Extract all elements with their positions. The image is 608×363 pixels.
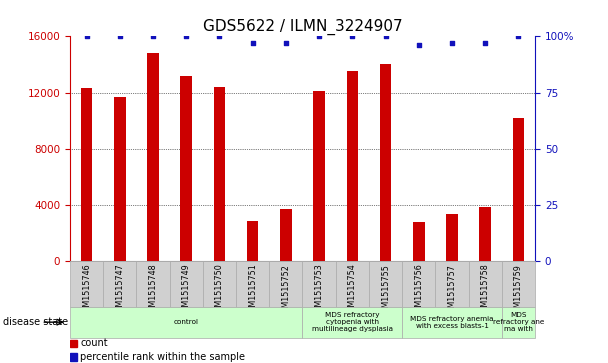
- Point: [181, 33, 191, 39]
- FancyBboxPatch shape: [203, 261, 236, 307]
- Point: [447, 40, 457, 46]
- FancyBboxPatch shape: [502, 261, 535, 307]
- FancyBboxPatch shape: [136, 261, 170, 307]
- Text: GSM1515748: GSM1515748: [148, 264, 157, 317]
- Bar: [479, 207, 491, 261]
- Text: MDS refractory anemia
with excess blasts-1: MDS refractory anemia with excess blasts…: [410, 316, 494, 329]
- Bar: [70, 340, 77, 347]
- Text: disease state: disease state: [3, 317, 68, 327]
- Text: GSM1515757: GSM1515757: [447, 264, 457, 318]
- Text: GSM1515751: GSM1515751: [248, 264, 257, 317]
- Bar: [380, 65, 392, 261]
- FancyBboxPatch shape: [70, 261, 103, 307]
- Bar: [280, 209, 292, 261]
- FancyBboxPatch shape: [269, 261, 302, 307]
- Text: GSM1515758: GSM1515758: [481, 264, 489, 317]
- Text: MDS refractory
cytopenia with
multilineage dysplasia: MDS refractory cytopenia with multilinea…: [312, 312, 393, 332]
- Text: GSM1515753: GSM1515753: [314, 264, 323, 317]
- Point: [480, 40, 490, 46]
- Text: MDS
refractory ane
ma with: MDS refractory ane ma with: [492, 312, 544, 332]
- Point: [347, 33, 357, 39]
- Point: [148, 33, 158, 39]
- FancyBboxPatch shape: [302, 307, 402, 338]
- Point: [514, 33, 523, 39]
- FancyBboxPatch shape: [502, 307, 535, 338]
- Title: GDS5622 / ILMN_3224907: GDS5622 / ILMN_3224907: [202, 19, 402, 35]
- Text: GSM1515749: GSM1515749: [182, 264, 191, 317]
- Bar: [247, 221, 258, 261]
- Text: control: control: [174, 319, 199, 325]
- Text: GSM1515756: GSM1515756: [414, 264, 423, 317]
- Bar: [181, 76, 192, 261]
- Text: percentile rank within the sample: percentile rank within the sample: [80, 352, 246, 362]
- Point: [215, 33, 224, 39]
- Point: [314, 33, 324, 39]
- FancyBboxPatch shape: [236, 261, 269, 307]
- FancyBboxPatch shape: [402, 307, 502, 338]
- Bar: [347, 72, 358, 261]
- Text: GSM1515755: GSM1515755: [381, 264, 390, 318]
- Text: count: count: [80, 338, 108, 348]
- Bar: [513, 118, 524, 261]
- Text: GSM1515752: GSM1515752: [282, 264, 291, 318]
- Bar: [147, 53, 159, 261]
- Bar: [213, 87, 225, 261]
- Point: [414, 42, 424, 48]
- FancyBboxPatch shape: [336, 261, 369, 307]
- Point: [248, 40, 258, 46]
- FancyBboxPatch shape: [170, 261, 203, 307]
- FancyBboxPatch shape: [369, 261, 402, 307]
- FancyBboxPatch shape: [302, 261, 336, 307]
- Point: [81, 33, 91, 39]
- Text: GSM1515759: GSM1515759: [514, 264, 523, 318]
- Bar: [446, 213, 458, 261]
- Text: GSM1515747: GSM1515747: [116, 264, 124, 317]
- FancyBboxPatch shape: [103, 261, 136, 307]
- FancyBboxPatch shape: [469, 261, 502, 307]
- Point: [381, 33, 390, 39]
- Bar: [81, 88, 92, 261]
- Point: [281, 40, 291, 46]
- FancyBboxPatch shape: [402, 261, 435, 307]
- Point: [115, 33, 125, 39]
- FancyBboxPatch shape: [70, 307, 302, 338]
- Text: GSM1515746: GSM1515746: [82, 264, 91, 317]
- Text: GSM1515750: GSM1515750: [215, 264, 224, 317]
- FancyBboxPatch shape: [435, 261, 469, 307]
- Text: GSM1515754: GSM1515754: [348, 264, 357, 317]
- Bar: [70, 353, 77, 361]
- Bar: [413, 222, 424, 261]
- Bar: [313, 91, 325, 261]
- Bar: [114, 97, 126, 261]
